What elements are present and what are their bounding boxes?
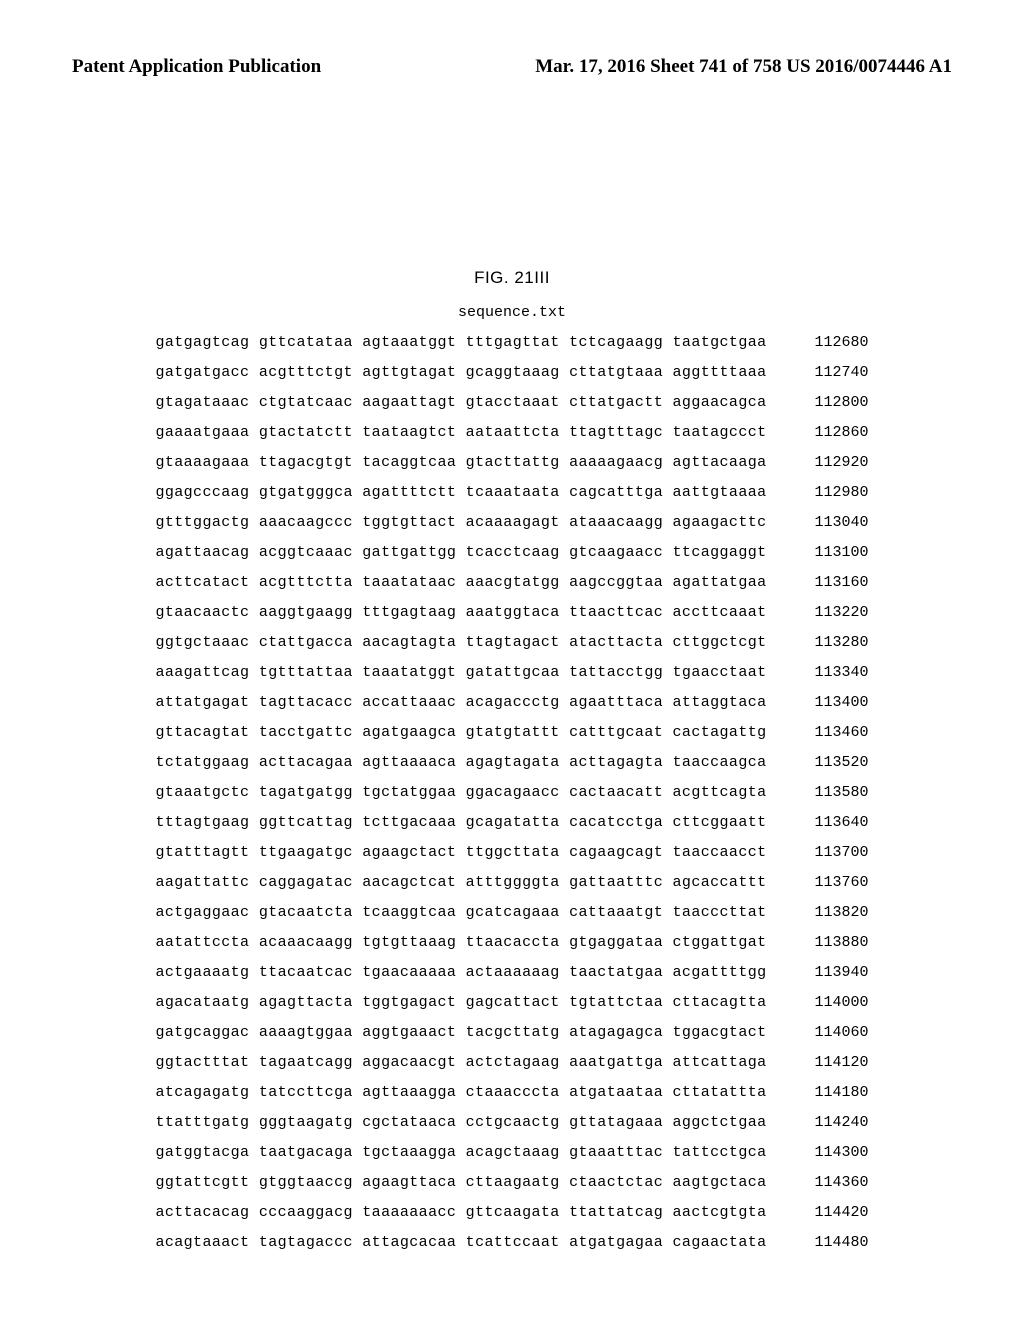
sequence-position: 113940 xyxy=(785,958,869,988)
sequence-groups: ttatttgatg gggtaagatg cgctataaca cctgcaa… xyxy=(155,1108,766,1138)
sequence-row: agattaacag acggtcaaac gattgattgg tcacctc… xyxy=(0,538,1024,568)
sequence-position: 114420 xyxy=(785,1198,869,1228)
sequence-row: tttagtgaag ggttcattag tcttgacaaa gcagata… xyxy=(0,808,1024,838)
sequence-row: gtttggactg aaacaagccc tggtgttact acaaaag… xyxy=(0,508,1024,538)
sequence-position: 114480 xyxy=(785,1228,869,1258)
sequence-position: 113880 xyxy=(785,928,869,958)
sequence-row: aatattccta acaaacaagg tgtgttaaag ttaacac… xyxy=(0,928,1024,958)
sequence-groups: gatgatgacc acgtttctgt agttgtagat gcaggta… xyxy=(155,358,766,388)
sequence-row: actgaaaatg ttacaatcac tgaacaaaaa actaaaa… xyxy=(0,958,1024,988)
sequence-row: gtaaaagaaa ttagacgtgt tacaggtcaa gtactta… xyxy=(0,448,1024,478)
header-left: Patent Application Publication xyxy=(72,56,321,78)
sequence-title: sequence.txt xyxy=(0,304,1024,321)
sequence-position: 113760 xyxy=(785,868,869,898)
sequence-groups: gtatttagtt ttgaagatgc agaagctact ttggctt… xyxy=(155,838,766,868)
sequence-groups: acttcatact acgtttctta taaatataac aaacgta… xyxy=(155,568,766,598)
sequence-row: acagtaaact tagtagaccc attagcacaa tcattcc… xyxy=(0,1228,1024,1258)
sequence-groups: gatggtacga taatgacaga tgctaaagga acagcta… xyxy=(155,1138,766,1168)
sequence-position: 112740 xyxy=(785,358,869,388)
sequence-row: gtaaatgctc tagatgatgg tgctatggaa ggacaga… xyxy=(0,778,1024,808)
sequence-groups: tctatggaag acttacagaa agttaaaaca agagtag… xyxy=(155,748,766,778)
sequence-groups: atcagagatg tatccttcga agttaaagga ctaaacc… xyxy=(155,1078,766,1108)
sequence-position: 114240 xyxy=(785,1108,869,1138)
sequence-groups: gaaaatgaaa gtactatctt taataagtct aataatt… xyxy=(155,418,766,448)
sequence-position: 114300 xyxy=(785,1138,869,1168)
sequence-row: gtatttagtt ttgaagatgc agaagctact ttggctt… xyxy=(0,838,1024,868)
sequence-groups: agattaacag acggtcaaac gattgattgg tcacctc… xyxy=(155,538,766,568)
sequence-groups: attatgagat tagttacacc accattaaac acagacc… xyxy=(155,688,766,718)
sequence-position: 113580 xyxy=(785,778,869,808)
sequence-position: 113520 xyxy=(785,748,869,778)
sequence-row: gatggtacga taatgacaga tgctaaagga acagcta… xyxy=(0,1138,1024,1168)
sequence-position: 113460 xyxy=(785,718,869,748)
sequence-block: gatgagtcag gttcatataa agtaaatggt tttgagt… xyxy=(0,328,1024,1258)
sequence-position: 113340 xyxy=(785,658,869,688)
sequence-position: 113640 xyxy=(785,808,869,838)
sequence-row: acttcatact acgtttctta taaatataac aaacgta… xyxy=(0,568,1024,598)
sequence-groups: gtttggactg aaacaagccc tggtgttact acaaaag… xyxy=(155,508,766,538)
sequence-row: gatgatgacc acgtttctgt agttgtagat gcaggta… xyxy=(0,358,1024,388)
sequence-row: acttacacag cccaaggacg taaaaaaacc gttcaag… xyxy=(0,1198,1024,1228)
sequence-row: ggtattcgtt gtggtaaccg agaagttaca cttaaga… xyxy=(0,1168,1024,1198)
sequence-row: ggtactttat tagaatcagg aggacaacgt actctag… xyxy=(0,1048,1024,1078)
sequence-groups: gttacagtat tacctgattc agatgaagca gtatgta… xyxy=(155,718,766,748)
sequence-groups: actgaggaac gtacaatcta tcaaggtcaa gcatcag… xyxy=(155,898,766,928)
sequence-position: 113280 xyxy=(785,628,869,658)
sequence-row: gatgagtcag gttcatataa agtaaatggt tttgagt… xyxy=(0,328,1024,358)
sequence-row: atcagagatg tatccttcga agttaaagga ctaaacc… xyxy=(0,1078,1024,1108)
sequence-row: actgaggaac gtacaatcta tcaaggtcaa gcatcag… xyxy=(0,898,1024,928)
sequence-position: 114120 xyxy=(785,1048,869,1078)
sequence-position: 113700 xyxy=(785,838,869,868)
sequence-position: 112980 xyxy=(785,478,869,508)
sequence-groups: agacataatg agagttacta tggtgagact gagcatt… xyxy=(155,988,766,1018)
sequence-row: gtaacaactc aaggtgaagg tttgagtaag aaatggt… xyxy=(0,598,1024,628)
sequence-position: 113220 xyxy=(785,598,869,628)
sequence-groups: tttagtgaag ggttcattag tcttgacaaa gcagata… xyxy=(155,808,766,838)
sequence-position: 114360 xyxy=(785,1168,869,1198)
sequence-position: 113400 xyxy=(785,688,869,718)
sequence-groups: aagattattc caggagatac aacagctcat atttggg… xyxy=(155,868,766,898)
sequence-groups: ggtactttat tagaatcagg aggacaacgt actctag… xyxy=(155,1048,766,1078)
sequence-groups: ggagcccaag gtgatgggca agattttctt tcaaata… xyxy=(155,478,766,508)
sequence-row: aagattattc caggagatac aacagctcat atttggg… xyxy=(0,868,1024,898)
figure-label: FIG. 21III xyxy=(0,268,1024,288)
sequence-row: agacataatg agagttacta tggtgagact gagcatt… xyxy=(0,988,1024,1018)
sequence-position: 112920 xyxy=(785,448,869,478)
sequence-groups: gtaaaagaaa ttagacgtgt tacaggtcaa gtactta… xyxy=(155,448,766,478)
page: Patent Application Publication Mar. 17, … xyxy=(0,0,1024,1320)
sequence-groups: gtaaatgctc tagatgatgg tgctatggaa ggacaga… xyxy=(155,778,766,808)
sequence-row: aaagattcag tgtttattaa taaatatggt gatattg… xyxy=(0,658,1024,688)
sequence-row: tctatggaag acttacagaa agttaaaaca agagtag… xyxy=(0,748,1024,778)
sequence-position: 114180 xyxy=(785,1078,869,1108)
sequence-groups: gatgagtcag gttcatataa agtaaatggt tttgagt… xyxy=(155,328,766,358)
sequence-position: 112860 xyxy=(785,418,869,448)
sequence-groups: ggtattcgtt gtggtaaccg agaagttaca cttaaga… xyxy=(155,1168,766,1198)
sequence-row: gttacagtat tacctgattc agatgaagca gtatgta… xyxy=(0,718,1024,748)
sequence-position: 112800 xyxy=(785,388,869,418)
sequence-row: gaaaatgaaa gtactatctt taataagtct aataatt… xyxy=(0,418,1024,448)
sequence-groups: actgaaaatg ttacaatcac tgaacaaaaa actaaaa… xyxy=(155,958,766,988)
sequence-groups: gatgcaggac aaaagtggaa aggtgaaact tacgctt… xyxy=(155,1018,766,1048)
sequence-position: 114060 xyxy=(785,1018,869,1048)
sequence-position: 113040 xyxy=(785,508,869,538)
sequence-groups: ggtgctaaac ctattgacca aacagtagta ttagtag… xyxy=(155,628,766,658)
sequence-groups: gtagataaac ctgtatcaac aagaattagt gtaccta… xyxy=(155,388,766,418)
sequence-groups: acttacacag cccaaggacg taaaaaaacc gttcaag… xyxy=(155,1198,766,1228)
sequence-position: 114000 xyxy=(785,988,869,1018)
sequence-row: ggtgctaaac ctattgacca aacagtagta ttagtag… xyxy=(0,628,1024,658)
sequence-position: 113820 xyxy=(785,898,869,928)
sequence-row: gtagataaac ctgtatcaac aagaattagt gtaccta… xyxy=(0,388,1024,418)
sequence-row: gatgcaggac aaaagtggaa aggtgaaact tacgctt… xyxy=(0,1018,1024,1048)
sequence-row: ggagcccaag gtgatgggca agattttctt tcaaata… xyxy=(0,478,1024,508)
sequence-row: attatgagat tagttacacc accattaaac acagacc… xyxy=(0,688,1024,718)
sequence-groups: aatattccta acaaacaagg tgtgttaaag ttaacac… xyxy=(155,928,766,958)
sequence-groups: gtaacaactc aaggtgaagg tttgagtaag aaatggt… xyxy=(155,598,766,628)
sequence-groups: aaagattcag tgtttattaa taaatatggt gatattg… xyxy=(155,658,766,688)
sequence-position: 112680 xyxy=(785,328,869,358)
header-right: Mar. 17, 2016 Sheet 741 of 758 US 2016/0… xyxy=(535,56,952,78)
sequence-position: 113160 xyxy=(785,568,869,598)
sequence-position: 113100 xyxy=(785,538,869,568)
sequence-row: ttatttgatg gggtaagatg cgctataaca cctgcaa… xyxy=(0,1108,1024,1138)
sequence-groups: acagtaaact tagtagaccc attagcacaa tcattcc… xyxy=(155,1228,766,1258)
